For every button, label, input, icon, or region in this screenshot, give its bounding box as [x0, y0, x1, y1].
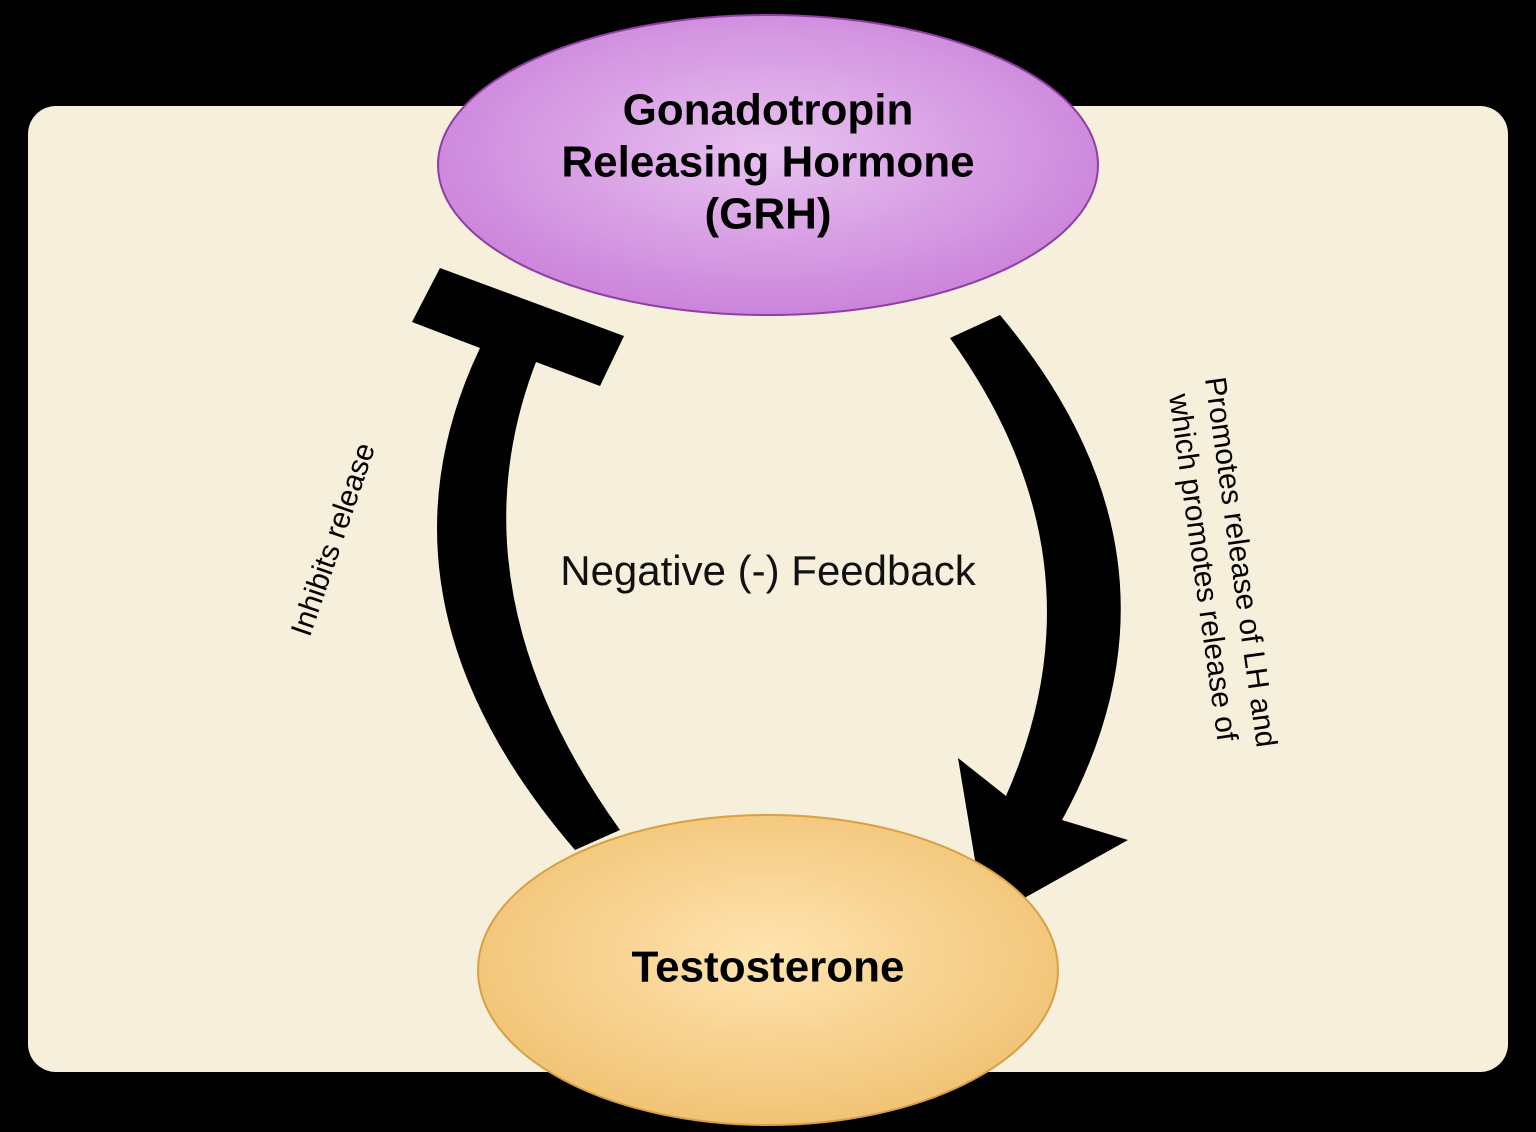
diagram-canvas: GonadotropinReleasing Hormone(GRH) Testo… [0, 0, 1536, 1132]
grh-node: GonadotropinReleasing Hormone(GRH) [438, 15, 1098, 315]
node-label-line: Gonadotropin [623, 86, 914, 135]
node-label-line: Testosterone [631, 943, 904, 992]
testosterone-node: Testosterone [478, 815, 1058, 1125]
node-label-line: Releasing Hormone [561, 138, 974, 187]
center-label: Negative (-) Feedback [560, 547, 977, 594]
node-label-line: (GRH) [704, 190, 831, 239]
